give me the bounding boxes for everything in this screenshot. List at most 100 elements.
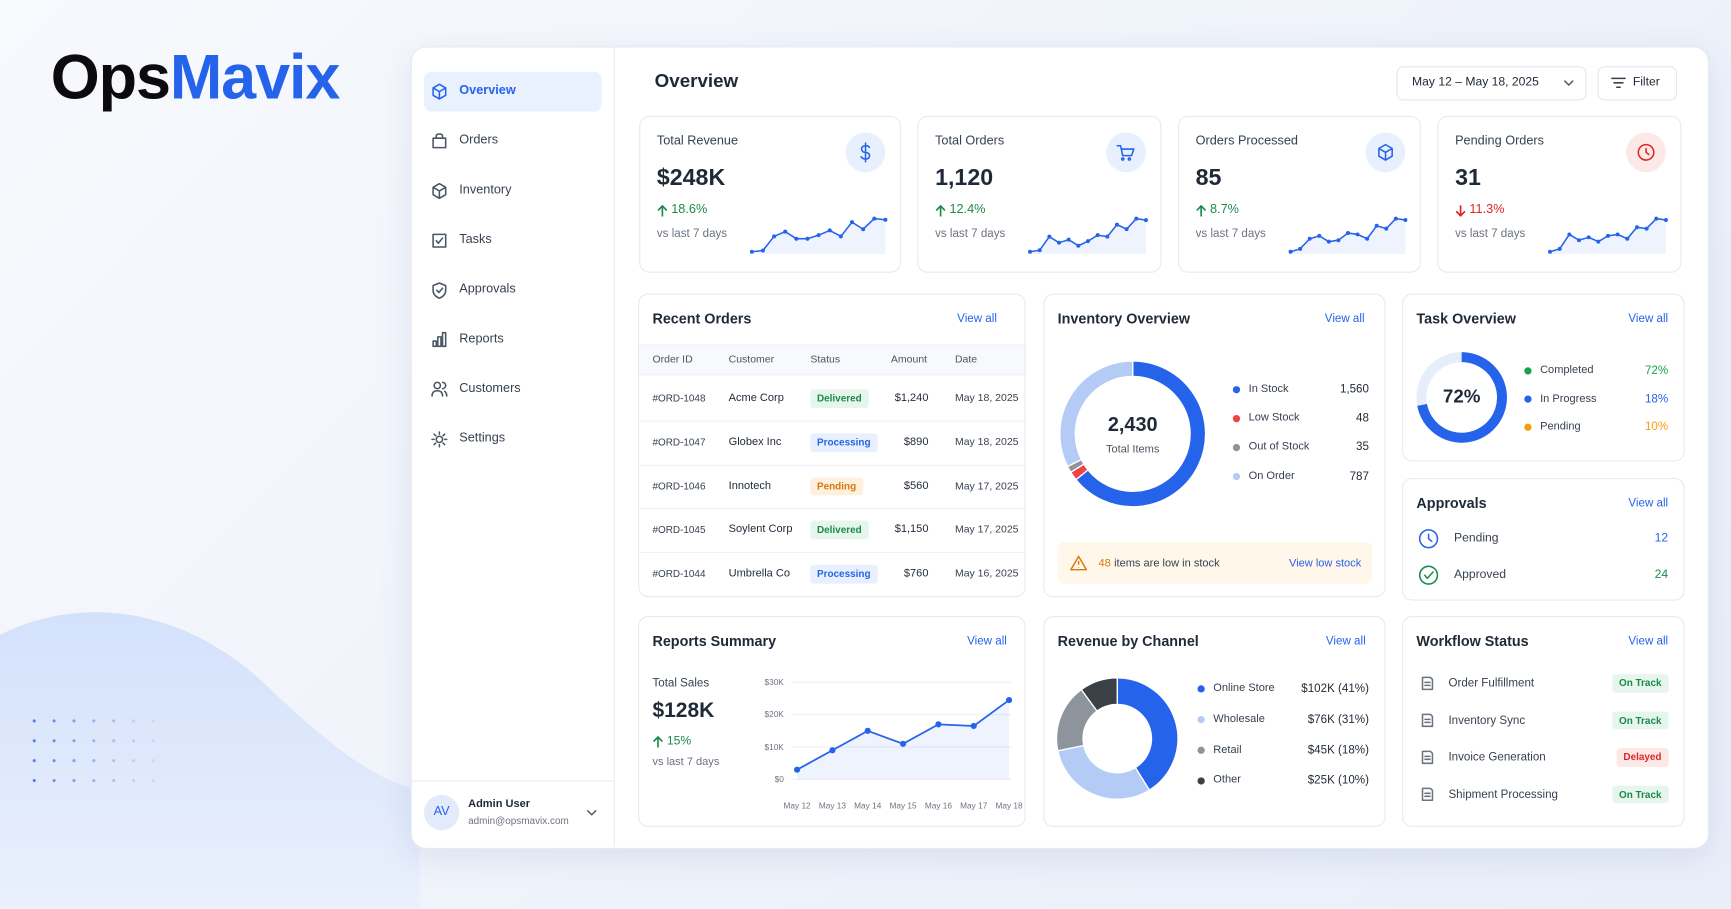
kpi-card xyxy=(639,115,901,273)
order-date: May 18, 2025 xyxy=(954,436,1019,449)
dot xyxy=(112,739,116,743)
nav-icon xyxy=(432,233,447,248)
sparkline-point xyxy=(872,216,877,221)
donut-segment xyxy=(1075,360,1207,508)
date-range-picker[interactable] xyxy=(1396,66,1587,101)
customer: Soylent Corp xyxy=(728,523,793,536)
donut-center-value: 2,430 xyxy=(1107,413,1158,436)
view-all-link[interactable]: View all xyxy=(957,312,997,326)
legend-dot xyxy=(1197,715,1205,724)
nav-icon xyxy=(432,83,447,100)
kpi-value: 1,120 xyxy=(935,164,994,191)
alert-link[interactable]: View low stock xyxy=(1289,557,1362,570)
legend-value: $25K (10%) xyxy=(1307,774,1369,788)
view-all-link[interactable]: View all xyxy=(1324,312,1365,326)
customer: Innotech xyxy=(728,479,772,492)
status-badge: On Track xyxy=(1612,785,1669,804)
nav-label[interactable]: Settings xyxy=(459,431,506,446)
nav-label[interactable]: Approvals xyxy=(459,282,516,296)
y-tick-label: $10K xyxy=(764,742,784,752)
status-badge: On Track xyxy=(1612,674,1669,693)
legend-label: Retail xyxy=(1213,743,1242,756)
kpi-change: 8.7% xyxy=(1209,203,1239,217)
sparkline-point xyxy=(1654,216,1659,221)
nav-item[interactable] xyxy=(423,71,602,112)
sparkline-point xyxy=(1625,236,1630,241)
sparkline-point xyxy=(783,229,788,234)
view-all-link[interactable]: View all xyxy=(1628,496,1669,510)
card-title: Revenue by Channel xyxy=(1057,632,1199,650)
view-all-link[interactable]: View all xyxy=(1325,634,1366,648)
nav-label[interactable]: Customers xyxy=(459,382,521,396)
legend-value: 18% xyxy=(1644,392,1669,406)
kpi-value: 85 xyxy=(1195,164,1222,191)
nav-label[interactable]: Reports xyxy=(459,332,504,346)
sparkline-point xyxy=(1365,236,1370,241)
kpi-change: 18.6% xyxy=(671,203,708,217)
column-header: Amount xyxy=(890,353,928,366)
order-date: May 17, 2025 xyxy=(954,524,1019,537)
approval-label: Approved xyxy=(1453,567,1506,582)
donut-segment xyxy=(1116,677,1179,792)
view-all-link[interactable]: View all xyxy=(967,634,1007,648)
amount: $1,240 xyxy=(894,391,929,405)
card-title: Recent Orders xyxy=(652,310,752,328)
legend-value: $45K (18%) xyxy=(1307,743,1369,757)
view-all-link[interactable]: View all xyxy=(1628,312,1669,326)
legend-value: 35 xyxy=(1356,440,1369,454)
nav-icon xyxy=(432,282,447,299)
dot xyxy=(52,778,56,783)
legend-label: In Stock xyxy=(1248,383,1289,396)
amount: $890 xyxy=(903,435,929,448)
order-id: #ORD-1044 xyxy=(652,568,706,580)
sparkline-point xyxy=(1605,233,1610,238)
dot xyxy=(132,719,136,723)
legend-dot xyxy=(1197,685,1205,693)
kpi-note: vs last 7 days xyxy=(1195,227,1266,241)
card xyxy=(638,616,1026,827)
sparkline-point xyxy=(1615,232,1620,237)
row-divider xyxy=(639,464,1025,466)
sparkline-point xyxy=(861,227,866,232)
line-point xyxy=(935,721,942,728)
legend-value: 72% xyxy=(1644,363,1669,378)
order-id: #ORD-1046 xyxy=(652,480,706,492)
legend-label: Other xyxy=(1213,774,1241,787)
sparkline-point xyxy=(827,228,832,233)
avatar xyxy=(423,794,460,831)
line-area xyxy=(797,700,1010,780)
legend-dot xyxy=(1524,367,1532,375)
nav-label[interactable]: Orders xyxy=(459,133,499,147)
legend-value: $102K (41%) xyxy=(1301,681,1369,696)
donut-segment xyxy=(1059,360,1134,468)
sparkline-point xyxy=(1567,232,1572,237)
filter-icon xyxy=(1611,77,1626,88)
line-point xyxy=(1005,696,1013,704)
sparkline-point xyxy=(1143,218,1148,223)
date-range: May 12 – May 18, 2025 xyxy=(1412,75,1539,89)
kpi-value: $248K xyxy=(656,164,726,191)
nav-label[interactable]: Inventory xyxy=(459,183,512,197)
legend-dot xyxy=(1197,746,1205,754)
card xyxy=(1402,478,1685,601)
filter-button[interactable] xyxy=(1597,66,1677,101)
view-all-link[interactable]: View all xyxy=(1628,634,1669,648)
sparkline-point xyxy=(1644,226,1649,231)
sparkline-point xyxy=(749,249,754,254)
legend-value: 787 xyxy=(1349,469,1369,483)
dot xyxy=(132,778,136,783)
sparkline-point xyxy=(883,217,888,222)
nav-label[interactable]: Overview xyxy=(459,84,516,98)
card-title: Inventory Overview xyxy=(1057,310,1191,328)
sparkline-point xyxy=(1384,226,1389,231)
legend-label: Pending xyxy=(1540,420,1581,433)
customer: Acme Corp xyxy=(728,391,784,405)
user-name: Admin User xyxy=(468,798,531,811)
logo-start: Ops xyxy=(50,41,171,113)
nav-label[interactable]: Tasks xyxy=(459,233,492,247)
dot xyxy=(92,719,96,723)
kpi-icon xyxy=(1116,144,1135,161)
legend-value: 10% xyxy=(1644,420,1669,434)
kpi-label: Total Orders xyxy=(935,134,1005,149)
